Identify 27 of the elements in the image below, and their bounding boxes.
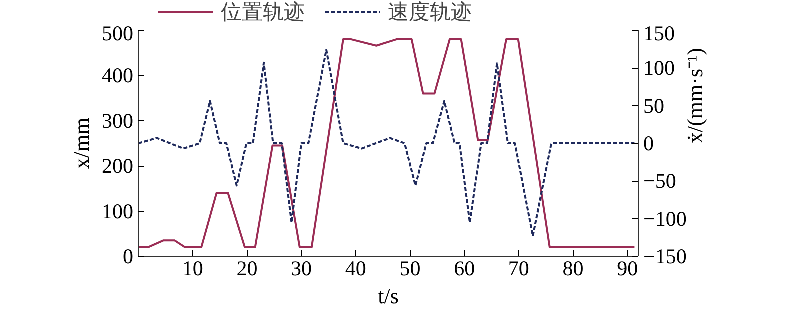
x-tick-label: 90 [617, 256, 638, 280]
y2-tick-label: −150 [644, 244, 687, 268]
y2-tick-label: −100 [644, 206, 687, 231]
legend-label: 位置轨迹 [221, 0, 305, 26]
x-tick-label: 10 [182, 256, 204, 280]
x-tick-label: 20 [236, 256, 258, 280]
x-tick-label: 40 [345, 256, 366, 280]
x-tick-label: 50 [400, 256, 421, 280]
y-axis-title: x/mm [69, 118, 94, 170]
x-axis-title: t/s [378, 284, 399, 308]
y2-tick-label: −50 [644, 169, 676, 194]
x-tick-label: 60 [454, 256, 476, 280]
legend-label: 速度轨迹 [388, 0, 472, 26]
y-tick-label: 300 [102, 108, 134, 133]
y-tick-label: 200 [102, 154, 134, 178]
y2-axis-title: ẋ/(mm·s⁻¹) [682, 48, 708, 144]
x-tick-label: 30 [291, 256, 312, 280]
y-tick-label: 400 [102, 64, 134, 88]
x-tick-label: 70 [508, 256, 530, 280]
y-tick-label: 100 [102, 199, 134, 224]
y2-tick-label: 150 [644, 22, 675, 46]
y2-tick-label: 50 [644, 94, 664, 118]
x-tick-label: 80 [562, 256, 584, 280]
y2-tick-label: 0 [644, 132, 654, 156]
y-tick-label: 500 [102, 22, 134, 46]
y-tick-label: 0 [123, 244, 134, 268]
y2-tick-label: 100 [644, 56, 675, 80]
